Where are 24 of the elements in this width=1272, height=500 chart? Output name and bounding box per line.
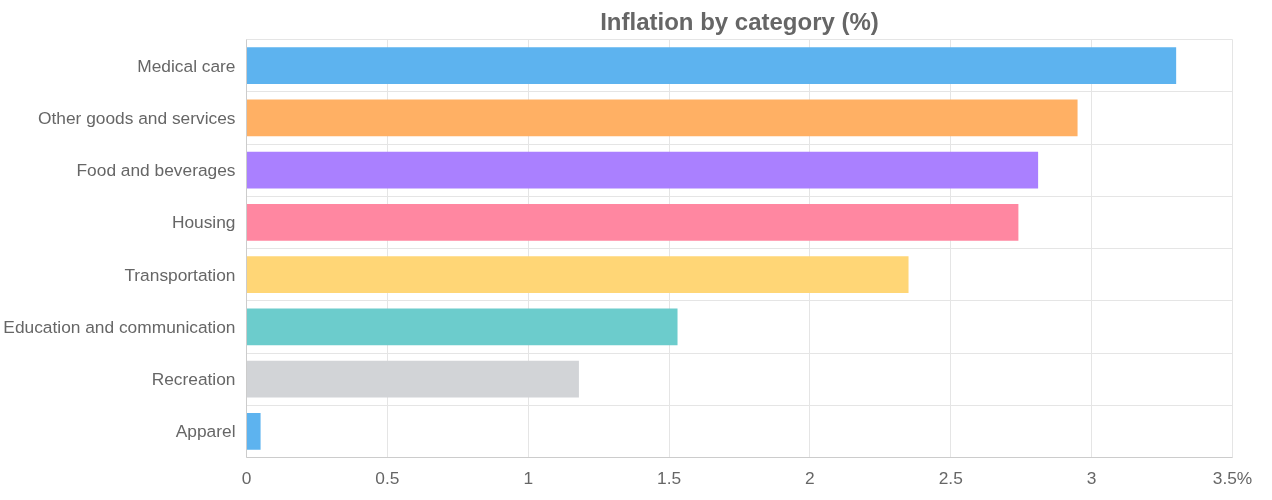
- bar: [246, 99, 1078, 137]
- y-tick-label: Other goods and services: [38, 107, 236, 128]
- y-tick-label: Housing: [171, 212, 236, 233]
- x-tick-label: 1.5: [657, 467, 682, 488]
- y-tick-label: Medical care: [137, 55, 236, 76]
- x-tick-label: 3.5%: [1212, 467, 1253, 488]
- y-tick-label: Food and beverages: [76, 160, 236, 181]
- x-tick-label: 0.5: [375, 467, 400, 488]
- y-tick-label: Recreation: [151, 369, 236, 390]
- y-tick-label: Transportation: [124, 264, 236, 285]
- x-tick-label: 2: [805, 467, 815, 488]
- bar: [246, 151, 1039, 189]
- x-tick-label: 3: [1086, 467, 1097, 488]
- x-tick-label: 0: [241, 467, 252, 488]
- y-tick-label: Apparel: [175, 421, 236, 442]
- bar: [246, 204, 1019, 241]
- chart-title: Inflation by category (%): [600, 7, 879, 35]
- bar: [246, 256, 909, 293]
- y-tick-label: Education and communication: [3, 316, 236, 337]
- bar: [246, 47, 1177, 84]
- bar: [246, 308, 678, 346]
- bar: [246, 413, 261, 450]
- x-tick-label: 2.5: [938, 467, 963, 488]
- x-tick-label: 1: [523, 467, 534, 488]
